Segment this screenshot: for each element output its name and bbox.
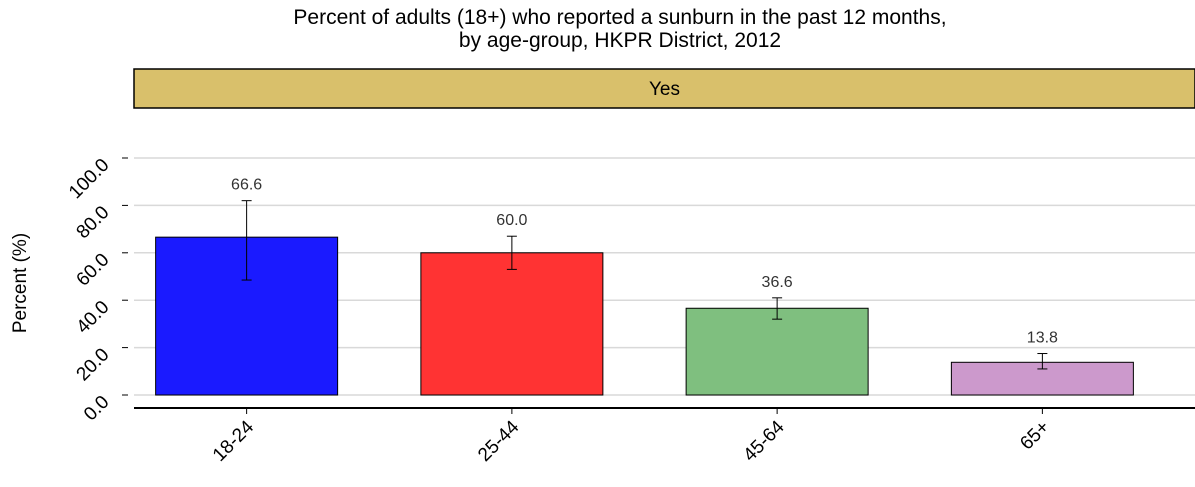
y-tick-label: 80.0 xyxy=(73,202,114,243)
chart-title-line-2: by age-group, HKPR District, 2012 xyxy=(458,29,782,52)
y-tick-label: 40.0 xyxy=(73,297,114,338)
panel-strip xyxy=(133,68,1195,109)
x-tick-label: 45-64 xyxy=(739,416,789,466)
y-axis-title: Percent (%) xyxy=(10,233,31,333)
y-tick-label: 60.0 xyxy=(73,249,114,290)
x-tick-label: 25-44 xyxy=(474,416,524,466)
y-tick-label: 20.0 xyxy=(73,344,114,385)
bar xyxy=(685,307,869,396)
chart-title: Percent of adults (18+) who reported a s… xyxy=(0,6,1195,52)
chart-title-line-1: Percent of adults (18+) who reported a s… xyxy=(293,6,947,29)
bar xyxy=(420,252,604,396)
data-label: 60.0 xyxy=(496,212,527,229)
bar xyxy=(155,236,339,396)
axes: Yes xyxy=(122,68,1195,414)
y-tick-label: 0.0 xyxy=(80,392,114,426)
data-label: 36.6 xyxy=(762,274,793,291)
data-label: 13.8 xyxy=(1027,330,1058,347)
y-tick-label: 100.0 xyxy=(65,155,113,203)
data-label: 66.6 xyxy=(231,177,262,194)
x-tick-label: 18-24 xyxy=(209,416,259,466)
x-tick-label: 65+ xyxy=(1016,417,1054,455)
bars xyxy=(155,200,1134,396)
panel-strip-label: Yes xyxy=(649,79,680,100)
